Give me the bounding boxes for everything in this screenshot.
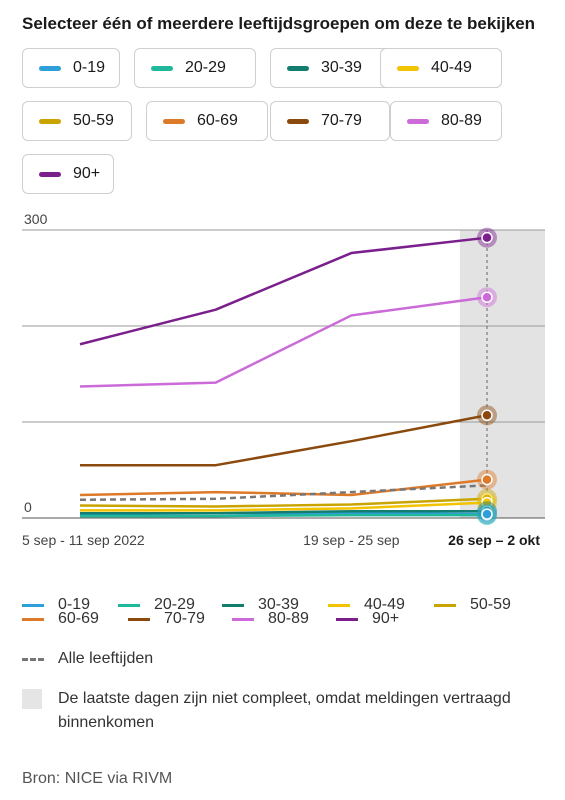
- legend-item-70-79: 70-79: [128, 610, 205, 628]
- filter-chip-50-59[interactable]: 50-59: [22, 101, 132, 141]
- filter-swatch: [39, 65, 61, 71]
- x-tick-label: 5 sep - 11 sep 2022: [22, 532, 145, 548]
- filter-label: 0-19: [73, 59, 106, 76]
- y-tick-label: 0: [24, 499, 32, 515]
- filter-swatch: [287, 65, 309, 71]
- legend-label: 70-79: [164, 610, 205, 627]
- series-line: [80, 513, 487, 518]
- legend-item-all-ages: Alle leeftijden: [22, 650, 153, 668]
- filter-chip-20-29[interactable]: 20-29: [134, 48, 256, 88]
- legend-item-30-39: 30-39: [222, 596, 299, 614]
- legend-label: 50-59: [470, 596, 511, 613]
- legend-line: [128, 617, 150, 621]
- series-line: [79, 295, 488, 388]
- legend-line: [118, 603, 140, 607]
- incomplete-swatch: [22, 689, 42, 709]
- filter-label: 50-59: [73, 112, 114, 129]
- series-line: [80, 510, 487, 515]
- legend-line: [232, 617, 254, 621]
- filter-label: 30-39: [321, 59, 362, 76]
- x-tick-label: 19 sep - 25 sep: [303, 532, 400, 548]
- legend-line: [22, 603, 44, 607]
- legend-label: 80-89: [268, 610, 309, 627]
- data-point: [481, 231, 493, 244]
- filter-swatch: [397, 65, 419, 71]
- data-point: [481, 508, 493, 520]
- series-line: [80, 414, 488, 467]
- series-line: [79, 478, 488, 497]
- source-text: Bron: NICE via RIVM: [22, 770, 173, 787]
- legend-item-40-49: 40-49: [328, 596, 405, 614]
- filter-swatch: [407, 118, 429, 124]
- legend-line: [222, 603, 244, 607]
- legend-item-80-89: 80-89: [232, 610, 309, 628]
- legend-item-20-29: 20-29: [118, 596, 195, 614]
- legend-item-50-59: 50-59: [434, 596, 511, 614]
- x-tick-label: 26 sep – 2 okt: [448, 532, 540, 548]
- filter-chip-90-plus[interactable]: 90+: [22, 154, 114, 194]
- y-tick-label: 300: [24, 211, 48, 227]
- data-point: [481, 409, 493, 422]
- filter-label: 40-49: [431, 59, 472, 76]
- incomplete-data-note: De laatste dagen zijn niet compleet, omd…: [22, 687, 542, 735]
- series-line: [79, 484, 488, 502]
- data-point: [481, 291, 493, 303]
- line-chart: 300 0 5 sep - 11 sep 2022 19 sep - 25 sep 2…: [22, 211, 545, 548]
- page-title: Selecteer één of meerdere leeftijdsgroep…: [22, 14, 536, 33]
- series-line: [80, 501, 488, 512]
- filter-label: 80-89: [441, 112, 482, 129]
- series-line: [79, 497, 488, 508]
- filter-chip-30-39[interactable]: 30-39: [270, 48, 390, 88]
- legend-item-60-69: 60-69: [22, 610, 99, 628]
- legend-line: [336, 617, 358, 621]
- legend-label: 20-29: [154, 596, 195, 613]
- filter-label: 20-29: [185, 59, 226, 76]
- filter-swatch: [151, 65, 173, 71]
- series-line: [79, 236, 488, 346]
- data-point: [481, 473, 493, 486]
- legend-dashed-line: [22, 657, 44, 661]
- filter-swatch: [163, 118, 185, 124]
- filter-label: 90+: [73, 165, 101, 182]
- filter-chip-70-79[interactable]: 70-79: [270, 101, 390, 141]
- legend-item-0-19: 0-19: [22, 596, 90, 614]
- legend-label: Alle leeftijden: [58, 650, 154, 667]
- legend-label: 30-39: [258, 596, 299, 613]
- filter-chip-80-89[interactable]: 80-89: [390, 101, 502, 141]
- filter-label: 70-79: [321, 112, 362, 129]
- legend-label: 0-19: [58, 596, 91, 613]
- filter-swatch: [39, 118, 61, 124]
- incomplete-data-band: [459, 230, 545, 518]
- legend-item-90-plus: 90+: [336, 610, 399, 628]
- legend-line: [328, 603, 350, 607]
- note-text: De laatste dagen zijn niet compleet, omd…: [58, 690, 511, 731]
- legend-label: 90+: [372, 610, 400, 627]
- legend-label: 60-69: [58, 610, 99, 627]
- filter-chip-40-49[interactable]: 40-49: [380, 48, 502, 88]
- legend-line: [22, 617, 44, 621]
- filter-chip-0-19[interactable]: 0-19: [22, 48, 120, 88]
- legend-line: [434, 603, 456, 607]
- legend-label: 40-49: [364, 596, 405, 613]
- filter-chip-60-69[interactable]: 60-69: [146, 101, 268, 141]
- filter-swatch: [287, 118, 309, 124]
- filter-label: 60-69: [197, 112, 238, 129]
- filter-swatch: [39, 171, 61, 177]
